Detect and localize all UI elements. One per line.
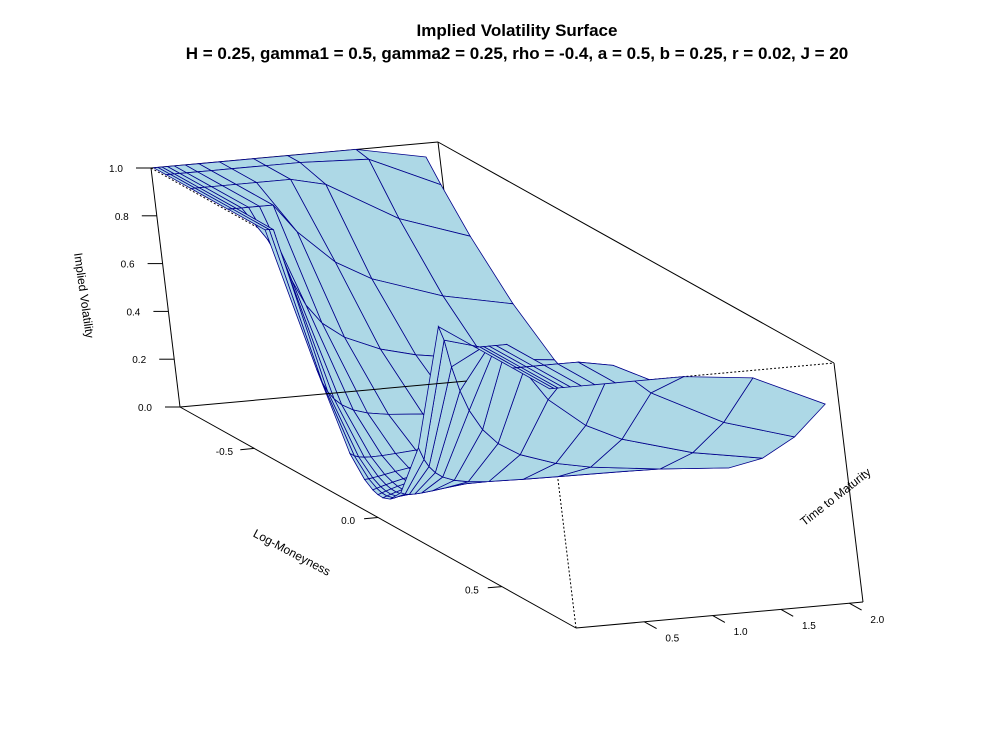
y-tick-mark: [712, 615, 726, 623]
y-tick-mark: [644, 621, 657, 630]
y-tick-label: 2.0: [870, 615, 884, 626]
z-tick-label: 0.0: [138, 403, 152, 414]
x-axis-label: Log-Moneyness: [251, 526, 333, 578]
z-tick-label: 1.0: [109, 164, 123, 175]
x-tick-label: -0.5: [216, 447, 234, 458]
chart-title: Implied Volatility Surface: [417, 21, 618, 40]
y-tick-label: 0.5: [665, 633, 679, 644]
z-axis-label: Implied Volatility: [71, 252, 97, 339]
y-tick-label: 1.0: [734, 627, 748, 638]
surface-facet: [511, 367, 556, 390]
y-tick-mark: [780, 608, 794, 617]
x-tick-mark: [364, 517, 379, 520]
x-tick-mark: [487, 586, 502, 589]
x-tick-label: 0.0: [341, 516, 355, 527]
axes: -0.5 0.0 0.5 0.5 1.0 1.5 2.0 0.0 0.2 0.4 0.6 0.8 1.0: [109, 164, 885, 644]
x-tick-mark: [240, 447, 255, 451]
y-tick-label: 1.5: [802, 621, 816, 632]
x-tick-label: 0.5: [465, 585, 479, 596]
y-axis-label: Time to Maturity: [798, 465, 874, 529]
y-tick-mark: [849, 602, 862, 611]
volatility-surface: [152, 148, 826, 500]
z-tick-label: 0.6: [121, 260, 135, 271]
z-tick-label: 0.8: [115, 212, 129, 223]
z-tick-label: 0.4: [126, 307, 140, 318]
chart-subtitle: H = 0.25, gamma1 = 0.5, gamma2 = 0.25, r…: [186, 44, 848, 63]
z-tick-label: 0.2: [132, 355, 146, 366]
